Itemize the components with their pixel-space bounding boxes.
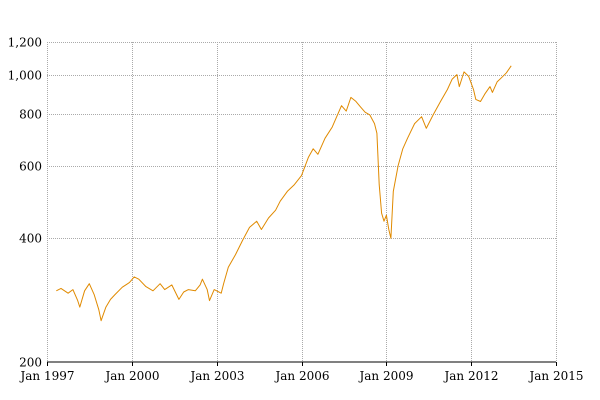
chart-grid [47,42,557,362]
y-tick-label: 600 [19,160,42,174]
y-tick-label: 1,000 [8,69,42,83]
x-tick-label: Jan 2015 [527,369,583,383]
x-tick-label: Jan 2009 [357,369,413,383]
y-tick-label: 1,200 [8,36,42,50]
x-tick-label: Jan 1997 [18,369,74,383]
y-tick-label: 800 [19,108,42,122]
x-tick-label: Jan 2006 [273,369,329,383]
y-tick-label: 200 [19,356,42,370]
x-axis-ticks: Jan 1997 Jan 2000 Jan 2003 Jan 2006 Jan 2009… [18,362,584,383]
x-tick-label: Jan 2012 [442,369,498,383]
series-line [56,65,512,322]
x-tick-label: Jan 2000 [103,369,159,383]
y-axis-ticks: 200 400 600 800 1,000 1,200 [8,36,42,370]
x-tick-label: Jan 2003 [188,369,244,383]
y-tick-label: 400 [19,232,42,246]
